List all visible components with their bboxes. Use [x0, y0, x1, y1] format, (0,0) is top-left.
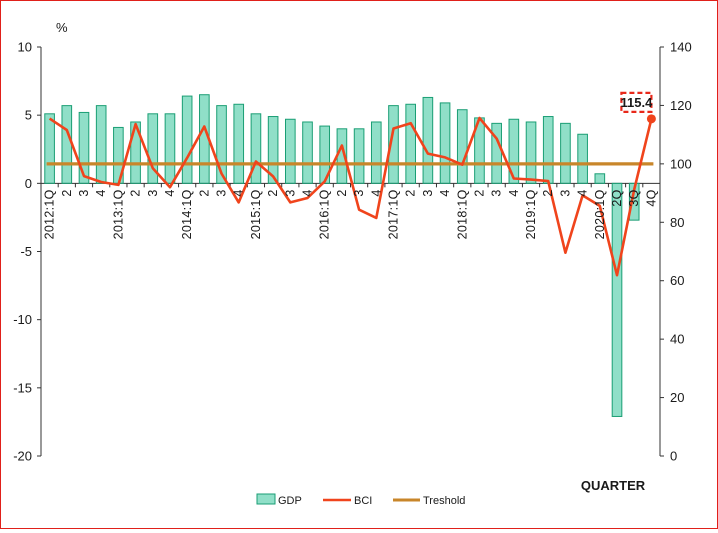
category-label: 2Q — [610, 189, 624, 206]
category-label: 2017:1Q — [386, 189, 400, 239]
category-label: 4 — [163, 189, 177, 196]
left-axis-unit: % — [56, 20, 68, 35]
left-tick-label: -5 — [20, 244, 32, 259]
category-label: 3 — [283, 189, 297, 196]
legend-gdp-swatch — [256, 493, 276, 505]
annotation-label: 115.4 — [620, 95, 653, 110]
right-tick-label: 80 — [670, 215, 684, 230]
gdp-bar — [78, 111, 90, 184]
category-label: 3 — [77, 189, 91, 196]
left-tick-label: 10 — [18, 40, 32, 55]
right-tick-label: 0 — [670, 449, 677, 464]
gdp-bar — [302, 121, 313, 184]
right-tick-label: 40 — [670, 332, 684, 347]
category-label: 2020:1Q — [593, 189, 607, 239]
category-label: 3 — [421, 189, 435, 196]
gdp-bar — [319, 125, 331, 184]
gdp-bar — [456, 109, 468, 184]
gdp-bar — [508, 118, 520, 184]
category-label: 2 — [129, 189, 143, 196]
lines-layer — [46, 114, 656, 277]
gdp-bar — [594, 173, 606, 184]
category-label: 3 — [490, 189, 504, 196]
x-axis-title: QUARTER — [581, 478, 646, 493]
right-tick-label: 20 — [670, 390, 684, 405]
gdp-bar — [181, 95, 193, 184]
bci-line — [48, 116, 653, 277]
gdp-bar — [560, 122, 571, 184]
category-label: 4 — [94, 189, 108, 196]
category-label: 2015:1Q — [249, 189, 263, 239]
category-label: 2019:1Q — [524, 189, 538, 239]
gdp-bar — [285, 118, 296, 184]
legend: GDP BCI Treshold — [256, 493, 465, 507]
legend-bci-label: BCI — [354, 495, 372, 507]
category-label: 2018:1Q — [455, 189, 469, 239]
left-tick-label: 0 — [25, 176, 32, 191]
right-tick-label: 100 — [670, 156, 692, 171]
gdp-bar — [388, 105, 399, 184]
category-label: 2 — [404, 189, 418, 196]
gdp-bar — [353, 128, 365, 184]
gdp-bar — [525, 121, 537, 184]
annotation-box — [620, 91, 653, 113]
gdp-bar — [439, 102, 451, 184]
left-tick-label: -10 — [13, 312, 32, 327]
category-label: 2 — [472, 189, 486, 196]
category-label: 3 — [352, 189, 366, 196]
gdp-bar — [370, 121, 382, 184]
category-label: 4 — [507, 189, 521, 196]
category-label: 4Q — [644, 189, 658, 206]
category-label: 4 — [232, 189, 246, 196]
category-label: 2016:1Q — [318, 189, 332, 239]
gdp-bar — [611, 182, 623, 417]
category-label: 3Q — [627, 189, 641, 206]
category-label: 2012:1Q — [43, 189, 57, 239]
category-label: 2 — [541, 189, 555, 196]
gdp-bar — [628, 182, 640, 221]
gdp-bar — [422, 96, 434, 184]
left-tick-label: -15 — [13, 380, 32, 395]
right-tick-label: 120 — [670, 98, 692, 113]
category-label: 2 — [197, 189, 211, 196]
gdp-bar — [250, 113, 262, 184]
bci-last-point — [646, 114, 656, 124]
gdp-bar — [147, 113, 159, 184]
category-label: 3 — [558, 189, 572, 196]
category-label: 2 — [60, 189, 74, 196]
gdp-bar — [233, 103, 245, 184]
left-tick-label: 5 — [25, 108, 32, 123]
gdp-bar — [130, 121, 141, 184]
axes-layer — [37, 46, 664, 457]
gdp-bar — [61, 105, 73, 184]
right-tick-label: 140 — [670, 40, 692, 55]
category-label: 2014:1Q — [180, 189, 194, 239]
legend-gdp-label: GDP — [278, 495, 302, 507]
gdp-bar — [95, 105, 107, 184]
labels-layer: 10 5 0 -5 -10 -15 -20 140 120 100 80 60 40 20 0% 2012:1… — [13, 20, 692, 493]
gdp-bar — [44, 113, 55, 184]
gdp-bar — [405, 103, 416, 184]
right-tick-label: 60 — [670, 273, 684, 288]
gdp-bar — [267, 116, 279, 184]
category-label: 4 — [438, 189, 452, 196]
gdp-bar — [542, 116, 554, 184]
left-tick-label: -20 — [13, 449, 32, 464]
category-label: 2013:1Q — [111, 189, 125, 239]
gdp-bars — [44, 94, 640, 417]
gdp-bar — [577, 133, 588, 184]
gdp-bar — [491, 122, 502, 184]
category-label: 4 — [369, 189, 383, 196]
category-label: 4 — [576, 189, 590, 196]
gdp-bar — [164, 113, 176, 184]
category-label: 3 — [146, 189, 160, 196]
gdp-bar — [216, 105, 227, 184]
category-label: 2 — [266, 189, 280, 196]
category-label: 3 — [215, 189, 229, 196]
category-label: 2 — [335, 189, 349, 196]
legend-threshold-label: Treshold — [423, 495, 465, 507]
category-label: 4 — [301, 189, 315, 196]
